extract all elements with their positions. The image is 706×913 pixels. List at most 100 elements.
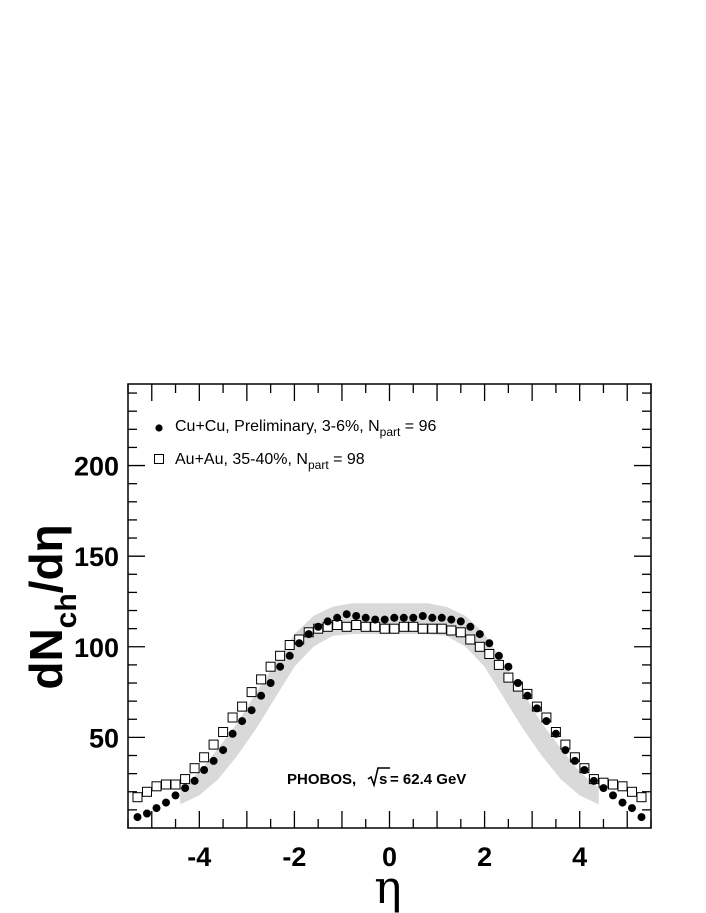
- auau-point: [275, 650, 286, 661]
- auau-point: [608, 779, 618, 790]
- cucu-point: [171, 791, 180, 800]
- cucu-point: [133, 813, 142, 822]
- auau-point: [627, 786, 637, 797]
- cucu-point: [580, 766, 589, 774]
- cucu-point: [409, 613, 418, 622]
- auau-point: [455, 627, 466, 638]
- auau-point: [484, 649, 495, 659]
- auau-point: [151, 781, 162, 792]
- auau-point: [227, 712, 238, 723]
- x-tick-label: 2: [477, 842, 492, 872]
- auau-point: [246, 687, 257, 698]
- cucu-point: [551, 729, 560, 738]
- cucu-point: [228, 729, 237, 738]
- auau-point: [142, 786, 152, 797]
- auau-point: [256, 674, 267, 685]
- auau-point: [474, 641, 485, 652]
- cucu-point: [162, 798, 170, 807]
- legend: Cu+Cu, Preliminary, 3-6%, Npart = 96 Au+…: [154, 418, 436, 472]
- cucu-point: [304, 630, 313, 639]
- auau-point: [446, 625, 457, 636]
- auau-point: [208, 739, 219, 750]
- cucu-point: [314, 622, 323, 631]
- cucu-point: [428, 613, 437, 622]
- auau-point: [341, 621, 352, 632]
- auau-point: [265, 661, 276, 672]
- auau-point: [503, 672, 514, 683]
- auau-point: [351, 620, 362, 630]
- auau-point: [370, 621, 381, 632]
- cucu-point: [371, 615, 380, 624]
- axes: [127, 383, 652, 829]
- sqrt-sign: [367, 767, 390, 788]
- cucu-point: [352, 612, 361, 620]
- cucu-point: [200, 766, 209, 774]
- y-tick-label: 100: [74, 633, 119, 663]
- auau-point: [284, 640, 295, 650]
- auau-point: [427, 623, 438, 634]
- y-tick-label: 200: [74, 452, 119, 482]
- y-axis-label-subscript: ch: [50, 593, 83, 628]
- annotation-suffix: = 62.4 GeV: [390, 771, 466, 788]
- auau-point: [237, 701, 248, 712]
- cucu-point: [238, 717, 247, 726]
- auau-point: [436, 623, 447, 634]
- cucu-point: [152, 804, 161, 813]
- auau-point: [218, 727, 229, 737]
- cucu-point: [342, 610, 351, 619]
- auau-point: [417, 623, 428, 634]
- x-tick-label: 4: [572, 842, 587, 872]
- auau-point: [132, 792, 143, 803]
- legend-marker-cucu: [155, 424, 163, 432]
- cucu-point: [418, 612, 427, 620]
- cucu-point: [523, 691, 532, 700]
- auau-point: [180, 774, 191, 785]
- tick-labels: -4 -2 0 2 4 50 100 150 200: [74, 452, 587, 872]
- cucu-point: [295, 639, 304, 648]
- y-tick-label: 150: [74, 542, 119, 572]
- cucu-point: [589, 776, 598, 785]
- auau-point: [465, 634, 476, 645]
- cucu-point: [475, 630, 484, 639]
- cucu-point: [456, 617, 465, 626]
- cucu-point: [219, 746, 228, 755]
- annotation-sqrt-variable: s: [379, 771, 387, 788]
- cucu-point: [190, 776, 199, 785]
- cucu-point: [399, 613, 408, 622]
- cucu-point: [323, 617, 332, 626]
- annotation-prefix: PHOBOS,: [287, 771, 356, 788]
- cucu-point: [466, 622, 475, 631]
- auau-point: [493, 659, 504, 670]
- cucu-point: [181, 784, 190, 793]
- cucu-point: [247, 706, 256, 715]
- legend-label-auau: Au+Au, 35-40%, Npart = 98: [175, 451, 365, 472]
- experiment-annotation: PHOBOS, s = 62.4 GeV: [287, 767, 466, 788]
- x-tick-label: -2: [282, 842, 306, 872]
- cucu-point: [143, 809, 151, 818]
- auau-point: [636, 792, 647, 803]
- cucu-point: [570, 756, 579, 765]
- cucu-point: [276, 662, 285, 671]
- x-tick-label: 0: [382, 842, 397, 872]
- cucu-point: [266, 679, 275, 687]
- cucu-point: [599, 784, 608, 793]
- y-axis-label: dNch/dη: [20, 524, 83, 689]
- cucu-point: [532, 704, 541, 713]
- cucu-point: [504, 662, 513, 671]
- cucu-point: [485, 639, 494, 648]
- auau-point: [379, 623, 390, 634]
- cucu-point: [447, 615, 456, 624]
- cucu-point: [333, 613, 342, 622]
- auau-point: [389, 623, 400, 634]
- cucu-point: [285, 651, 294, 660]
- cucu-point: [561, 746, 570, 755]
- cucu-point: [209, 756, 218, 765]
- cucu-point: [542, 717, 551, 726]
- tick-marks: [127, 384, 652, 828]
- y-tick-label: 50: [89, 723, 119, 753]
- legend-label-cucu: Cu+Cu, Preliminary, 3-6%, Npart = 96: [175, 418, 436, 439]
- cucu-point: [609, 791, 617, 800]
- auau-point: [170, 779, 181, 790]
- cucu-point: [361, 613, 370, 622]
